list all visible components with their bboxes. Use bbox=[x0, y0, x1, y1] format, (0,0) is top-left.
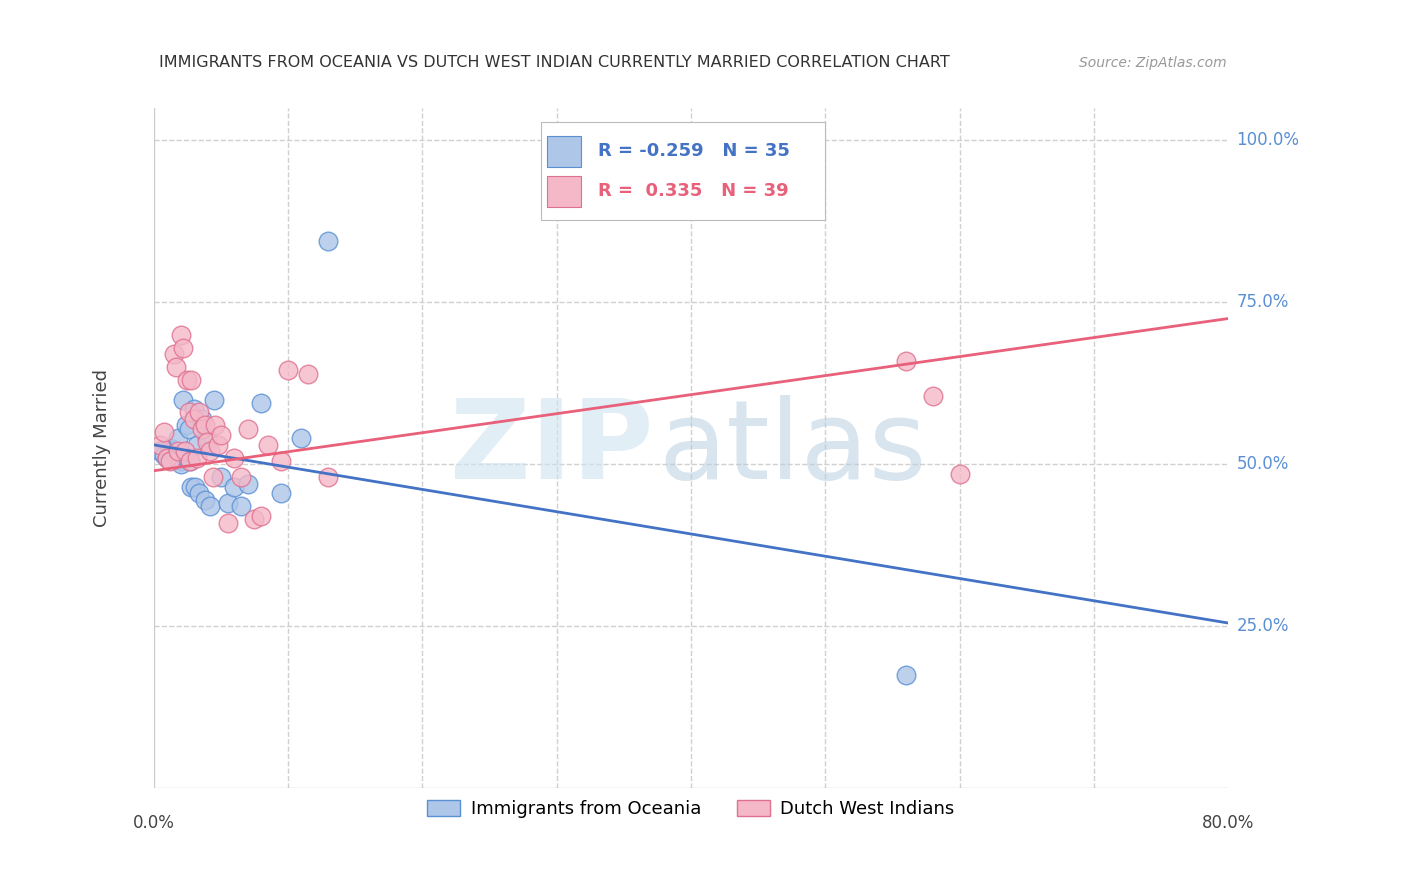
Text: Source: ZipAtlas.com: Source: ZipAtlas.com bbox=[1078, 56, 1226, 70]
Point bbox=[176, 450, 198, 465]
Text: 75.0%: 75.0% bbox=[1236, 293, 1289, 311]
Point bbox=[183, 402, 205, 417]
Point bbox=[229, 500, 252, 514]
Point bbox=[229, 470, 252, 484]
Point bbox=[894, 353, 917, 368]
Point bbox=[277, 363, 299, 377]
Point bbox=[179, 454, 201, 468]
Point bbox=[236, 422, 259, 436]
Point bbox=[165, 448, 187, 462]
Point bbox=[201, 470, 224, 484]
Point bbox=[153, 448, 176, 462]
Point bbox=[198, 444, 221, 458]
Point bbox=[184, 480, 207, 494]
Point bbox=[169, 454, 191, 468]
Point bbox=[188, 486, 211, 500]
Text: R = -0.259   N = 35: R = -0.259 N = 35 bbox=[598, 142, 789, 160]
Point bbox=[256, 438, 278, 452]
Point bbox=[186, 438, 208, 452]
Point bbox=[209, 428, 232, 442]
Text: ZIP: ZIP bbox=[450, 394, 654, 501]
Point bbox=[188, 405, 211, 419]
Point bbox=[894, 668, 917, 682]
Point bbox=[176, 373, 198, 387]
FancyBboxPatch shape bbox=[547, 176, 582, 207]
Point bbox=[169, 327, 191, 342]
Point bbox=[236, 476, 259, 491]
Point bbox=[186, 450, 208, 465]
Text: R =  0.335   N = 39: R = 0.335 N = 39 bbox=[598, 182, 789, 200]
Point bbox=[194, 418, 217, 433]
Point bbox=[172, 392, 194, 407]
Point bbox=[209, 470, 232, 484]
Point bbox=[183, 412, 205, 426]
Text: atlas: atlas bbox=[659, 394, 928, 501]
Point bbox=[270, 454, 292, 468]
Legend: Immigrants from Oceania, Dutch West Indians: Immigrants from Oceania, Dutch West Indi… bbox=[420, 793, 962, 825]
Point bbox=[169, 458, 191, 472]
Point bbox=[166, 431, 188, 445]
Point bbox=[949, 467, 972, 481]
Point bbox=[202, 392, 225, 407]
Point bbox=[194, 492, 217, 507]
Point bbox=[198, 500, 221, 514]
Text: 0.0%: 0.0% bbox=[132, 814, 174, 832]
Point bbox=[159, 454, 181, 468]
Point bbox=[195, 431, 218, 445]
Point bbox=[179, 454, 201, 468]
Point bbox=[921, 389, 943, 403]
Point bbox=[191, 412, 214, 426]
Text: 100.0%: 100.0% bbox=[1236, 131, 1299, 149]
Point bbox=[207, 438, 229, 452]
FancyBboxPatch shape bbox=[540, 121, 825, 220]
Point bbox=[297, 367, 319, 381]
Point bbox=[224, 480, 246, 494]
Text: 80.0%: 80.0% bbox=[1202, 814, 1254, 832]
Point bbox=[166, 360, 188, 375]
Point bbox=[166, 444, 188, 458]
Point bbox=[149, 438, 172, 452]
Point bbox=[217, 516, 239, 530]
Point bbox=[156, 450, 179, 465]
Text: IMMIGRANTS FROM OCEANIA VS DUTCH WEST INDIAN CURRENTLY MARRIED CORRELATION CHART: IMMIGRANTS FROM OCEANIA VS DUTCH WEST IN… bbox=[159, 55, 950, 70]
Point bbox=[316, 470, 339, 484]
Point bbox=[250, 396, 273, 410]
Text: 25.0%: 25.0% bbox=[1236, 617, 1289, 635]
Text: 50.0%: 50.0% bbox=[1236, 455, 1289, 474]
Point bbox=[172, 341, 194, 355]
Point bbox=[180, 373, 202, 387]
Point bbox=[243, 512, 266, 526]
Point bbox=[159, 441, 181, 455]
Point bbox=[224, 450, 246, 465]
Point bbox=[177, 422, 200, 436]
Point bbox=[195, 434, 218, 449]
Point bbox=[270, 486, 292, 500]
Point bbox=[166, 450, 188, 465]
Point bbox=[180, 480, 202, 494]
Point bbox=[153, 425, 176, 439]
Point bbox=[149, 444, 172, 458]
Point bbox=[250, 509, 273, 524]
Point bbox=[177, 405, 200, 419]
Point bbox=[162, 444, 184, 458]
Point bbox=[163, 347, 186, 361]
Point bbox=[173, 444, 195, 458]
Point bbox=[191, 422, 214, 436]
Point bbox=[316, 234, 339, 248]
FancyBboxPatch shape bbox=[547, 136, 582, 167]
Point bbox=[290, 431, 312, 445]
Point bbox=[156, 450, 179, 465]
Point bbox=[217, 496, 239, 510]
Point bbox=[174, 418, 197, 433]
Point bbox=[204, 418, 226, 433]
Text: Currently Married: Currently Married bbox=[93, 369, 111, 527]
